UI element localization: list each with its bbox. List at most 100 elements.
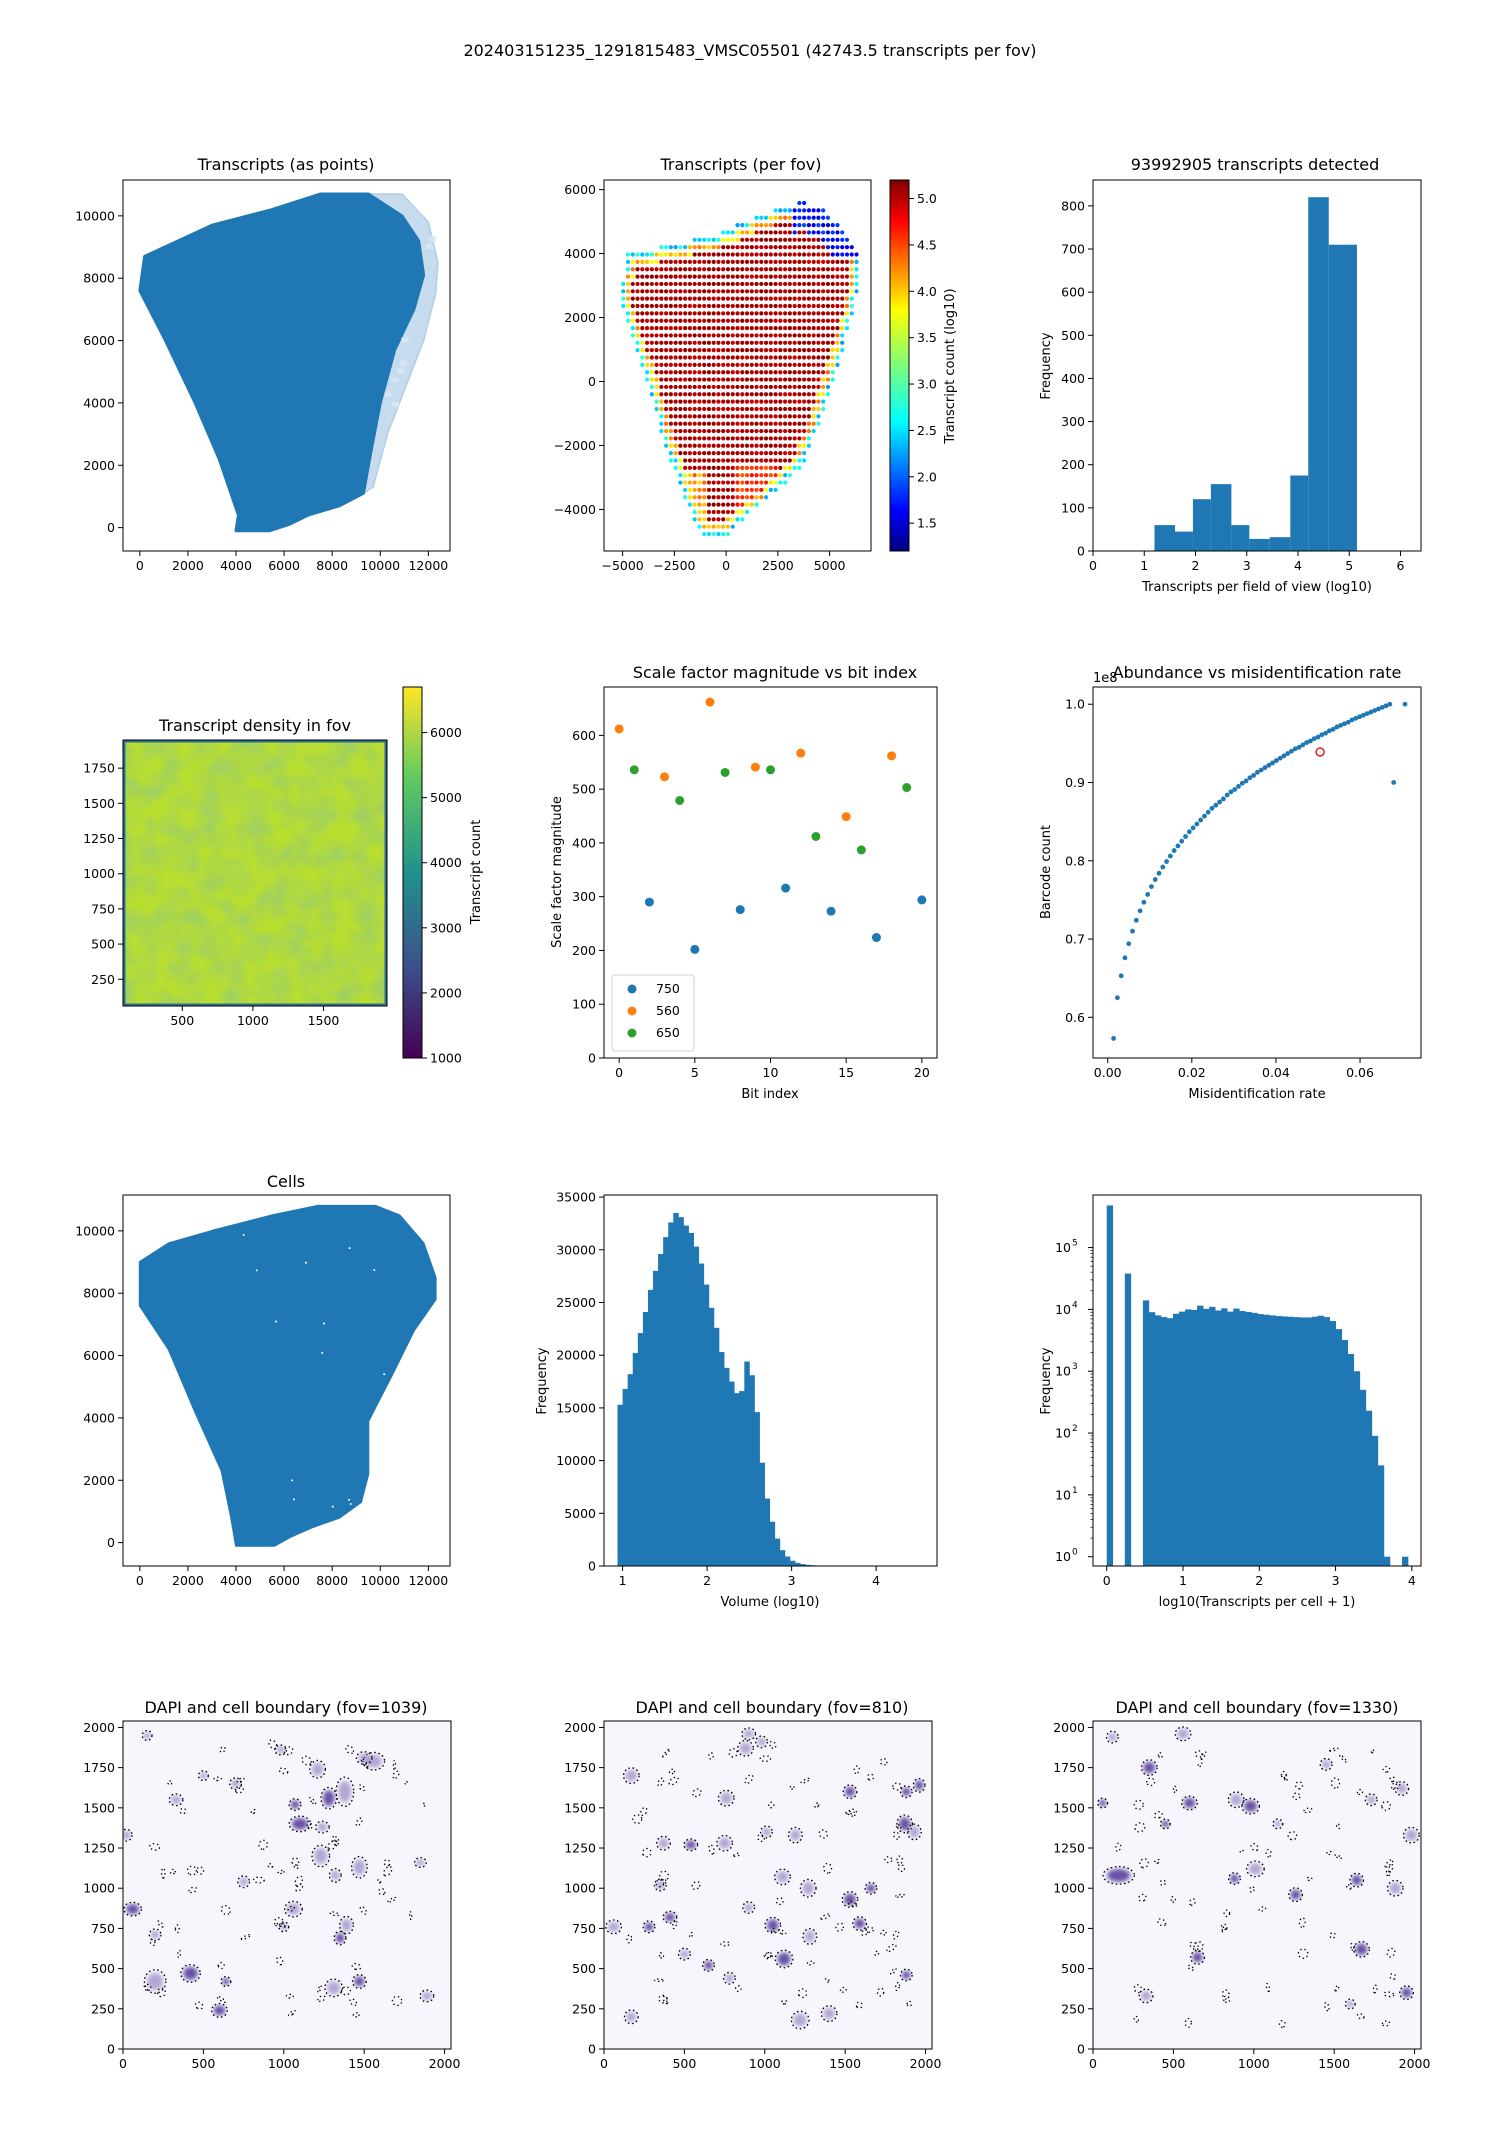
fov-point bbox=[683, 443, 688, 448]
fov-point bbox=[706, 245, 712, 250]
fov-point bbox=[825, 340, 831, 345]
fov-point bbox=[797, 318, 802, 323]
fov-point bbox=[821, 406, 826, 412]
barcode-point bbox=[1228, 789, 1234, 795]
fov-point bbox=[740, 245, 745, 250]
fov-point bbox=[640, 325, 645, 331]
fov-point bbox=[697, 392, 702, 397]
cell-boundary bbox=[800, 1777, 811, 1784]
x-tick-label: 6 bbox=[1397, 558, 1405, 573]
fov-point bbox=[735, 348, 740, 353]
fov-point bbox=[816, 237, 821, 242]
fov-point bbox=[773, 362, 778, 367]
fov-point bbox=[668, 318, 673, 323]
fov-point bbox=[749, 296, 754, 301]
fov-point bbox=[678, 340, 683, 345]
cell-boundary bbox=[1193, 1941, 1204, 1952]
fov-point bbox=[783, 208, 788, 213]
x-tick-label: 0 bbox=[1103, 1573, 1111, 1588]
x-tick-label: 1 bbox=[619, 1573, 627, 1588]
fov-point bbox=[697, 451, 702, 456]
fov-point bbox=[763, 436, 769, 441]
fov-point bbox=[802, 421, 807, 426]
fov-point bbox=[706, 237, 712, 242]
fov-point bbox=[673, 414, 678, 419]
cell-boundary bbox=[311, 1844, 331, 1868]
fov-point bbox=[730, 392, 735, 397]
fov-point bbox=[802, 325, 807, 331]
fov-point bbox=[821, 274, 826, 279]
fov-point bbox=[706, 281, 712, 287]
fov-point bbox=[806, 370, 812, 375]
fov-point bbox=[692, 443, 697, 448]
cell-gap bbox=[349, 1503, 352, 1506]
dapi-nucleus bbox=[1290, 1889, 1301, 1900]
fov-point bbox=[787, 237, 792, 242]
fov-point bbox=[721, 340, 726, 345]
fov-point bbox=[730, 406, 735, 412]
panel-dapi-fov-810: DAPI and cell boundary (fov=810) 0 500 100… bbox=[564, 1698, 941, 2071]
histogram-bar bbox=[1299, 1317, 1306, 1566]
cell-boundary bbox=[789, 1785, 795, 1790]
fov-point bbox=[635, 340, 640, 345]
x-tick-label: 1500 bbox=[1318, 2056, 1350, 2071]
dapi-nucleus bbox=[1389, 1882, 1402, 1895]
cell-boundary bbox=[287, 1905, 295, 1912]
fov-point bbox=[740, 436, 745, 441]
fov-point bbox=[754, 245, 759, 250]
y-tick-exponent: 0 bbox=[1072, 1548, 1078, 1558]
fov-point bbox=[687, 281, 692, 287]
fov-point bbox=[630, 296, 635, 301]
fov-point bbox=[768, 465, 773, 470]
cell-boundary bbox=[880, 1929, 887, 1936]
fov-point bbox=[697, 355, 702, 360]
fov-point bbox=[763, 237, 769, 242]
fov-point bbox=[716, 245, 721, 250]
fov-point bbox=[806, 392, 812, 397]
dapi-nucleus bbox=[222, 1977, 230, 1986]
fov-point bbox=[783, 480, 788, 485]
fov-point bbox=[740, 517, 745, 522]
barcode-point bbox=[1118, 973, 1124, 979]
fov-point bbox=[783, 384, 788, 390]
fov-point bbox=[711, 502, 716, 507]
dapi-nucleus bbox=[685, 1840, 696, 1850]
fov-point bbox=[821, 215, 826, 220]
fov-point bbox=[673, 267, 678, 272]
fov-point bbox=[744, 222, 750, 228]
y-tick-label: 500 bbox=[1061, 328, 1085, 343]
fov-point bbox=[787, 362, 792, 367]
fov-point bbox=[716, 303, 721, 309]
fov-point bbox=[830, 348, 835, 353]
fov-point bbox=[797, 340, 802, 345]
fov-point bbox=[697, 517, 702, 522]
fov-point bbox=[678, 377, 683, 382]
fov-point bbox=[835, 222, 840, 228]
fov-point bbox=[687, 340, 692, 345]
fov-point bbox=[659, 296, 664, 301]
fov-point bbox=[802, 414, 807, 419]
fov-point bbox=[692, 421, 697, 426]
y-tick-label: 20000 bbox=[556, 1348, 596, 1363]
fov-point bbox=[735, 414, 740, 419]
x-tick-label: 15 bbox=[838, 1065, 854, 1080]
fov-point bbox=[806, 296, 812, 301]
fov-point bbox=[735, 340, 740, 345]
fov-point bbox=[778, 421, 783, 426]
fov-points-layer bbox=[621, 200, 859, 537]
cell-boundary bbox=[759, 1755, 772, 1763]
fov-point bbox=[706, 421, 712, 426]
cell-boundary bbox=[355, 1817, 363, 1827]
fov-point bbox=[773, 259, 778, 264]
fov-point bbox=[806, 230, 812, 235]
x-tick-label: 1 bbox=[1140, 558, 1148, 573]
fov-point bbox=[773, 436, 778, 441]
x-tick-label: 2000 bbox=[1399, 2056, 1431, 2071]
panel-abundance-misidentification: Abundance vs misidentification rate 1e8 … bbox=[1039, 663, 1422, 1102]
x-axis-label: Transcripts per field of view (log10) bbox=[1141, 580, 1372, 595]
fov-point bbox=[740, 495, 745, 500]
panel-transcript-density: Transcript density in fov Transcript cou… bbox=[83, 686, 484, 1066]
histogram-bar bbox=[1154, 525, 1175, 551]
fov-point bbox=[697, 340, 702, 345]
